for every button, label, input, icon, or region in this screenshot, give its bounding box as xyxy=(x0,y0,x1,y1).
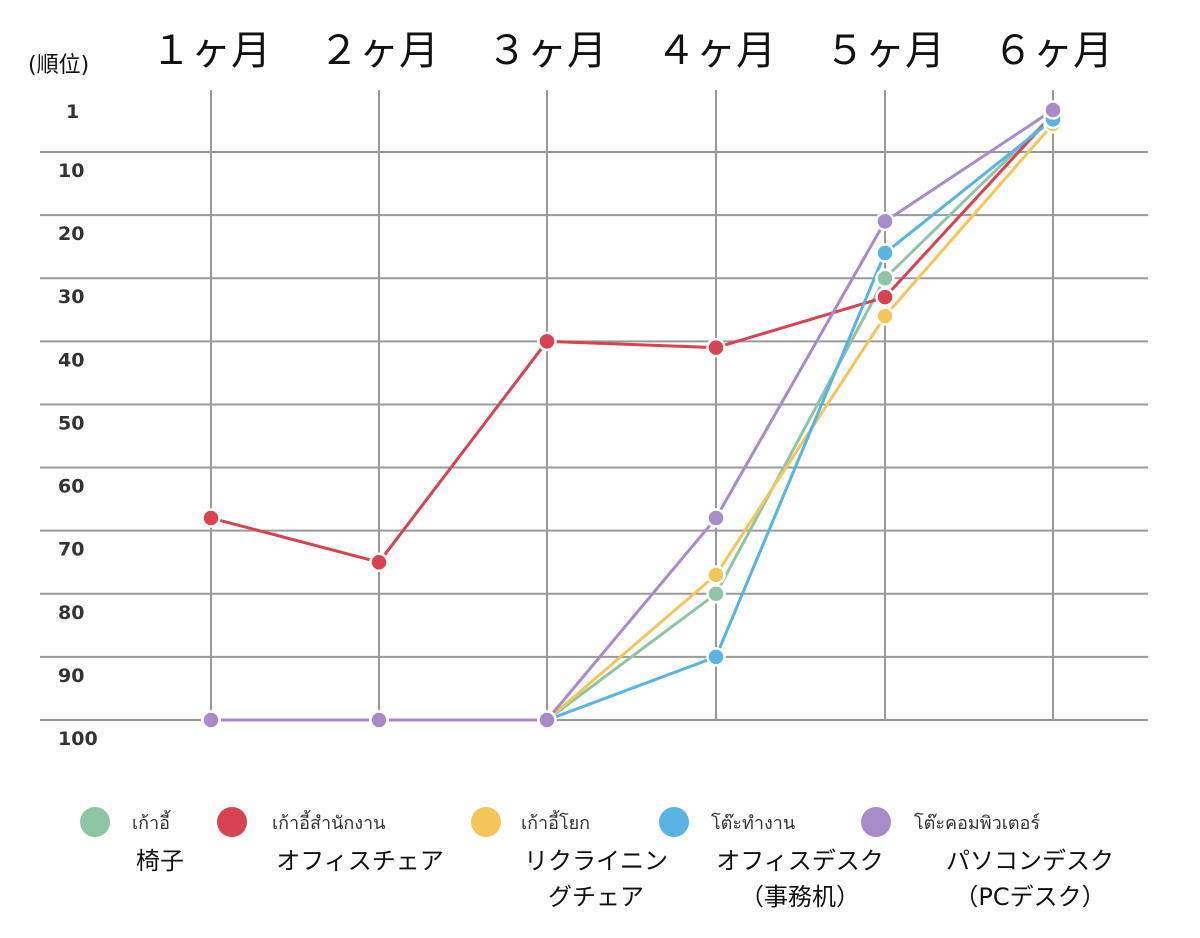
data-point-series-1 xyxy=(706,584,726,604)
y-tick-label: 1 xyxy=(66,101,79,123)
y-tick-label: 50 xyxy=(58,412,84,434)
y-tick-label: 30 xyxy=(58,286,84,308)
x-tick-label: ２ヶ月 xyxy=(319,28,439,74)
data-point-series-2 xyxy=(369,552,389,572)
legend-swatch xyxy=(217,807,247,837)
legend-label-japanese: （事務机） xyxy=(740,883,860,911)
data-point-series-1 xyxy=(875,268,895,288)
series-line-5 xyxy=(211,108,1054,722)
series-line-2 xyxy=(210,113,1055,564)
series-line-1 xyxy=(211,113,1055,722)
x-tick-label: ３ヶ月 xyxy=(487,28,607,74)
y-tick-label: 70 xyxy=(58,539,84,561)
data-point-series-2 xyxy=(537,331,557,352)
y-tick-label: 40 xyxy=(58,349,84,371)
data-point-series-5 xyxy=(369,710,389,730)
data-point-series-4 xyxy=(875,243,895,263)
y-tick-label: 10 xyxy=(58,160,84,182)
data-point-series-5 xyxy=(201,710,221,730)
legend-label-thai: เก้าอี้ xyxy=(132,810,171,834)
legend[interactable]: เก้าอี้ 椅子 เก้าอี้สำนักงาน オフィスチェア เก้าอี้โย… xyxy=(80,807,1114,911)
data-point-series-3 xyxy=(875,306,895,326)
data-point-series-2 xyxy=(706,337,726,358)
grid xyxy=(40,90,1148,721)
legend-label-thai: โต๊ะทำงาน xyxy=(711,812,795,834)
legend-label-japanese: リクライニン xyxy=(524,847,668,875)
legend-swatch xyxy=(80,807,110,837)
legend-label-japanese: オフィスチェア xyxy=(276,847,444,875)
legend-item-4[interactable]: โต๊ะทำงาน オフィスデスク （事務机） xyxy=(659,807,884,911)
x-axis-ticks: １ヶ月 ２ヶ月 ３ヶ月 ４ヶ月 ５ヶ月 ６ヶ月 xyxy=(151,28,1113,74)
legend-swatch xyxy=(861,807,891,837)
legend-label-japanese: 椅子 xyxy=(136,847,184,875)
legend-label-japanese: （PCデスク） xyxy=(954,883,1105,911)
series-lines xyxy=(210,108,1055,722)
x-tick-label: ６ヶ月 xyxy=(993,28,1113,74)
legend-label-japanese: パソコンデスク xyxy=(946,847,1114,875)
y-tick-label: 20 xyxy=(58,223,84,245)
data-point-series-5 xyxy=(706,508,726,528)
series-line-3 xyxy=(211,123,1055,722)
series-points xyxy=(201,100,1063,730)
legend-swatch xyxy=(659,807,689,837)
legend-item-5[interactable]: โต๊ะคอมพิวเตอร์ パソコンデスク （PCデスク） xyxy=(861,807,1114,911)
y-tick-label: 100 xyxy=(58,728,98,750)
data-point-series-4 xyxy=(706,647,726,667)
data-point-series-5 xyxy=(537,710,557,730)
y-axis-title: (順位) xyxy=(28,53,89,78)
legend-item-1[interactable]: เก้าอี้ 椅子 xyxy=(80,807,184,875)
data-point-series-2 xyxy=(875,287,895,307)
legend-label-thai: โต๊ะคอมพิวเตอร์ xyxy=(914,812,1040,834)
y-tick-label: 60 xyxy=(58,476,84,498)
legend-label-thai: เก้าอี้โยก xyxy=(521,810,590,834)
data-point-series-5 xyxy=(1043,100,1063,120)
data-point-series-3 xyxy=(706,565,726,585)
x-tick-label: ４ヶ月 xyxy=(656,28,776,74)
y-tick-label: 90 xyxy=(58,665,84,687)
legend-label-japanese: グチェア xyxy=(548,883,644,911)
data-point-series-2 xyxy=(201,508,221,528)
legend-label-japanese: オフィスデスク xyxy=(716,847,884,875)
legend-label-thai: เก้าอี้สำนักงาน xyxy=(272,810,385,834)
y-tick-label: 80 xyxy=(58,602,84,624)
legend-item-2[interactable]: เก้าอี้สำนักงาน オフィスチェア xyxy=(217,807,444,875)
x-tick-label: １ヶ月 xyxy=(151,28,271,74)
legend-swatch xyxy=(471,807,501,837)
y-axis-ticks: 1 10 20 30 40 50 60 70 80 90 100 xyxy=(58,101,98,750)
data-point-series-5 xyxy=(875,211,895,232)
x-tick-label: ５ヶ月 xyxy=(825,28,945,74)
series-line-4 xyxy=(211,118,1054,722)
